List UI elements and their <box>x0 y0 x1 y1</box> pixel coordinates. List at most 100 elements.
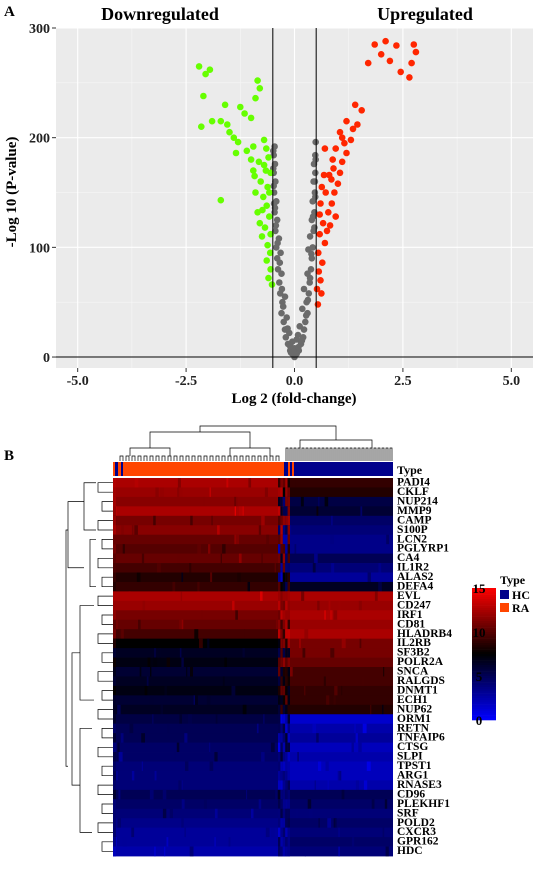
x-tick-label: 0.0 <box>286 374 304 389</box>
up-point <box>331 189 338 196</box>
heatmap-stripe <box>278 733 281 743</box>
heatmap-stripe <box>220 553 222 564</box>
heatmap-stripe <box>238 506 243 517</box>
ns-point <box>307 266 315 273</box>
up-point <box>313 285 321 293</box>
heatmap-stripe <box>278 496 281 507</box>
heatmap-stripe <box>285 827 288 838</box>
dendrogram-leaf <box>297 447 301 461</box>
heatmap-stripe <box>287 572 290 583</box>
up-point <box>349 125 357 133</box>
heatmap-stripe <box>210 572 213 583</box>
row-dendrogram-branch <box>67 501 84 569</box>
heatmap-stripe <box>287 496 290 507</box>
heatmap-cell <box>284 525 393 536</box>
heatmap-stripe <box>280 780 283 791</box>
heatmap-stripe <box>282 515 286 526</box>
ns-point <box>295 343 302 351</box>
colorbar-step <box>472 640 496 644</box>
up-point <box>377 51 385 58</box>
down-point <box>256 219 264 227</box>
down-point <box>224 121 231 128</box>
colorbar-step <box>472 618 496 622</box>
heatmap-cell <box>113 534 284 545</box>
heatmap-stripe <box>278 789 281 800</box>
heatmap-stripe <box>278 515 281 526</box>
heatmap-stripe <box>242 704 247 715</box>
dendrogram-leaf <box>263 455 268 461</box>
heatmap-stripe <box>285 544 288 554</box>
heatmap-stripe <box>280 742 283 753</box>
down-point <box>268 281 276 288</box>
heatmap-stripe <box>280 496 283 507</box>
heatmap-stripe <box>299 638 301 649</box>
colorbar-step <box>472 693 496 697</box>
heatmap-stripe <box>197 544 201 554</box>
colorbar-step <box>472 647 496 650</box>
down-point <box>266 249 274 257</box>
colorbar-step <box>472 592 496 595</box>
heatmap-stripe <box>296 808 298 819</box>
ns-point <box>283 314 291 321</box>
gene-label: CD247 <box>397 599 431 611</box>
column-dendrogram <box>119 425 393 461</box>
heatmap-stripe <box>280 685 283 696</box>
heatmap-cell <box>284 685 393 696</box>
heatmap-stripe <box>280 714 283 725</box>
down-point <box>259 206 266 214</box>
heatmap-stripe <box>206 695 211 706</box>
heatmap-stripe <box>214 837 216 847</box>
dendrogram-leaf <box>333 447 337 461</box>
heatmap-stripe <box>287 657 290 668</box>
dendrogram-leaf <box>161 455 166 461</box>
heatmap-stripe <box>113 742 116 753</box>
heatmap-stripe <box>285 667 288 677</box>
heatmap-stripe <box>338 827 340 838</box>
down-point <box>241 110 248 117</box>
ns-point <box>304 296 312 304</box>
heatmap-stripe <box>316 506 319 517</box>
heatmap-cell <box>113 695 284 706</box>
colorbar-step <box>472 665 496 668</box>
heatmap-stripe <box>359 638 362 649</box>
heatmap-cell <box>284 610 393 621</box>
colorbar-step <box>472 689 496 692</box>
dendrogram-leaf <box>313 447 317 461</box>
colorbar-step <box>472 656 496 659</box>
heatmap-stripe <box>214 752 218 762</box>
heatmap-stripe <box>113 478 116 488</box>
heatmap-cell <box>284 742 393 753</box>
heatmap-stripe <box>278 638 281 649</box>
heatmap-stripe <box>280 534 283 545</box>
heatmap-stripe <box>120 733 124 743</box>
heatmap-stripe <box>285 733 288 743</box>
heatmap-stripe <box>280 563 283 573</box>
heatmap-stripe <box>248 478 252 488</box>
heatmap-stripe <box>177 487 180 498</box>
heatmap-stripe <box>327 818 332 829</box>
heatmap-stripe <box>280 770 283 781</box>
heatmap-stripe <box>280 572 283 583</box>
heatmap-stripe <box>351 742 354 753</box>
colorbar-step <box>472 627 496 631</box>
heatmap-stripe <box>287 761 290 772</box>
heatmap-stripe <box>302 648 306 658</box>
colorbar-step <box>472 638 496 642</box>
heatmap-stripe <box>361 676 365 687</box>
colorbar-step <box>472 704 496 708</box>
row-dendrogram-leaf <box>101 652 113 663</box>
up-point <box>336 128 344 136</box>
heatmap-stripe <box>371 799 375 810</box>
x-tick-label: -2.5 <box>175 374 197 389</box>
dendrogram-leaf <box>361 447 365 461</box>
heatmap-stripe <box>331 515 333 526</box>
colorbar-step <box>472 660 496 664</box>
gene-label: CTSG <box>397 741 428 753</box>
down-point <box>230 134 238 141</box>
colorbar-tick-label: 10 <box>473 625 486 640</box>
type-annotation-label: Type <box>397 463 423 477</box>
heatmap-stripe <box>113 525 116 536</box>
down-point <box>266 189 273 196</box>
up-point <box>332 213 340 220</box>
